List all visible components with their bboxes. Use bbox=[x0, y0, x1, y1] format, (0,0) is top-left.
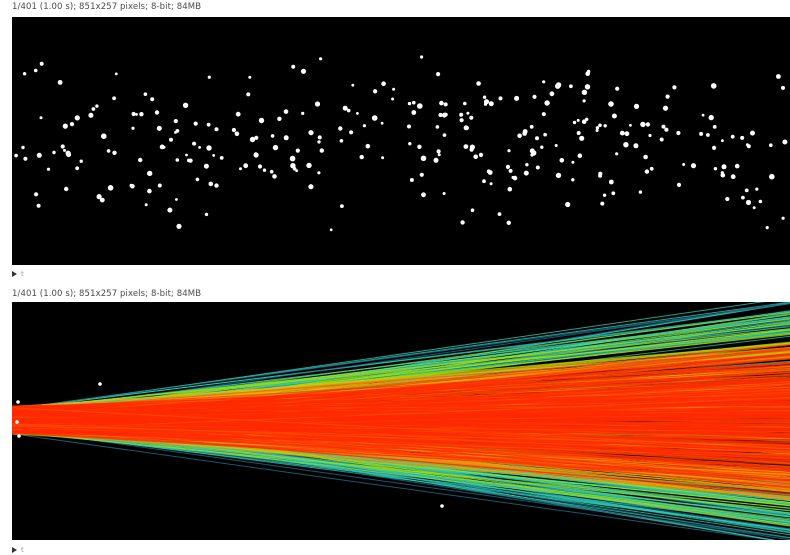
image-canvas-tracks[interactable] bbox=[12, 302, 790, 540]
play-icon[interactable] bbox=[12, 547, 17, 553]
frame-slider-1[interactable]: t bbox=[12, 269, 24, 279]
image-canvas-particles[interactable] bbox=[12, 17, 790, 265]
play-icon[interactable] bbox=[12, 271, 17, 277]
track-overlay-frame bbox=[12, 302, 790, 540]
slider-label-1: t bbox=[21, 270, 24, 278]
frame-slider-2[interactable]: t bbox=[12, 545, 24, 555]
particle-frame bbox=[14, 55, 788, 232]
image-info-label-1: 1/401 (1.00 s); 851x257 pixels; 8-bit; 8… bbox=[12, 2, 202, 12]
slider-label-2: t bbox=[21, 546, 24, 554]
image-info-label-2: 1/401 (1.00 s); 851x257 pixels; 8-bit; 8… bbox=[12, 289, 202, 299]
